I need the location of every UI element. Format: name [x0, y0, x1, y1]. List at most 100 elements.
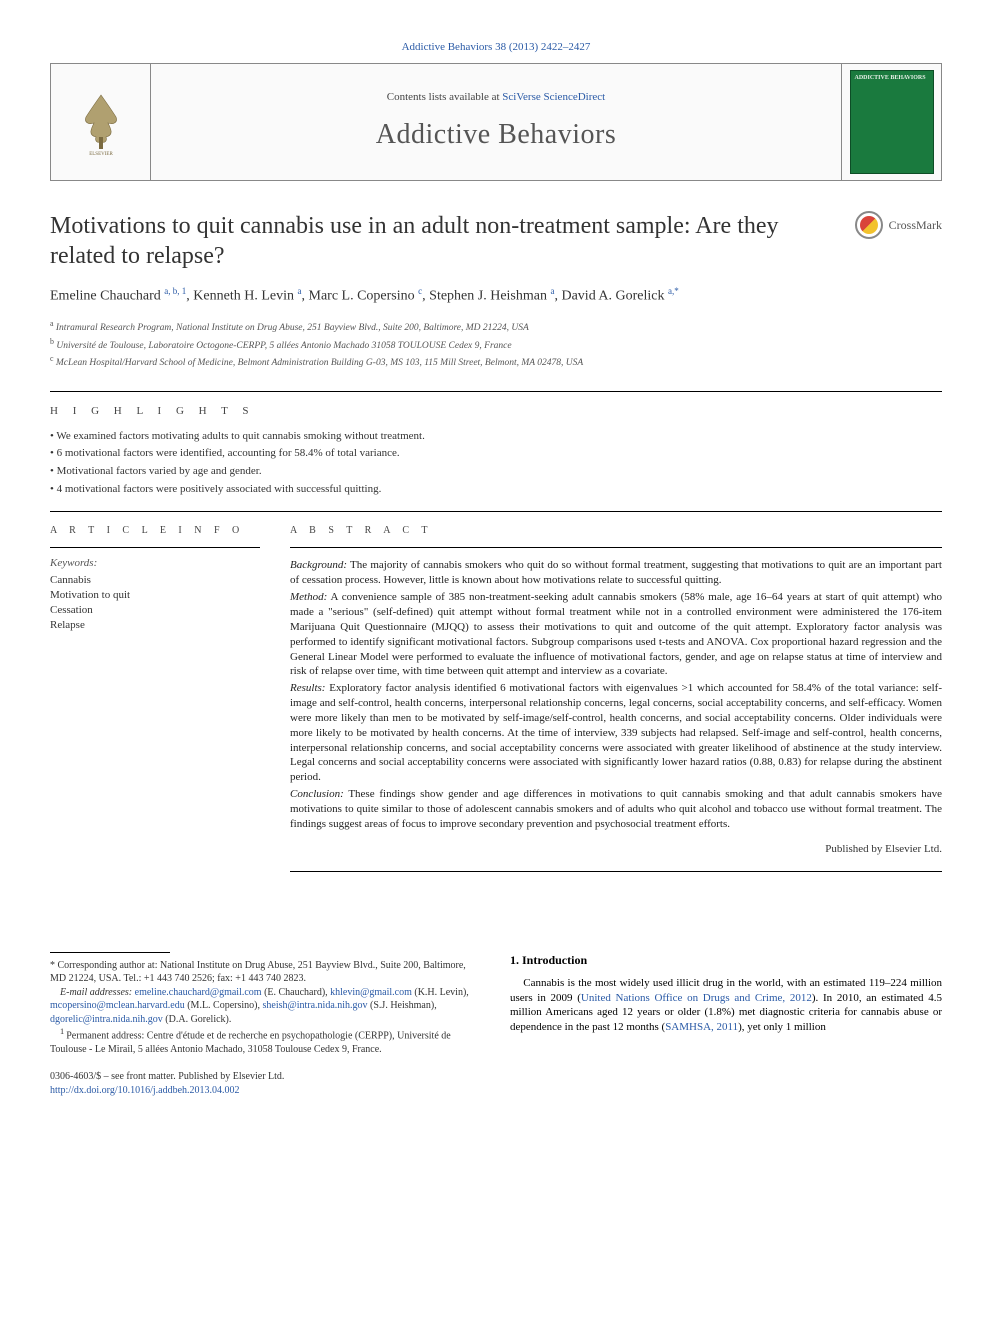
author-sup[interactable]: a, b, 1: [164, 286, 186, 296]
author: Stephen J. Heishman: [429, 289, 547, 304]
keyword: Cessation: [50, 603, 260, 618]
header-center: Contents lists available at SciVerse Sci…: [151, 64, 841, 180]
intro-ref-link[interactable]: SAMHSA, 2011: [665, 1021, 738, 1033]
email-link[interactable]: dgorelic@intra.nida.nih.gov: [50, 1014, 163, 1025]
email-link[interactable]: emeline.chauchard@gmail.com: [135, 987, 262, 998]
article-info-heading: A R T I C L E I N F O: [50, 524, 260, 538]
aff-text: Intramural Research Program, National In…: [56, 324, 529, 334]
journal-name: Addictive Behaviors: [376, 116, 616, 154]
email-link[interactable]: khlevin@gmail.com: [330, 987, 412, 998]
abstract-results: Results: Exploratory factor analysis ide…: [290, 681, 942, 785]
results-text: Exploratory factor analysis identified 6…: [290, 682, 942, 783]
conc-text: These findings show gender and age diffe…: [290, 788, 942, 830]
intro-ref-link[interactable]: United Nations Office on Drugs and Crime…: [581, 992, 812, 1004]
emails-line: E-mail addresses: emeline.chauchard@gmai…: [50, 986, 480, 1027]
aff-sup: b: [50, 337, 54, 346]
crossmark-label: CrossMark: [889, 217, 942, 233]
permanent-address-note: 1 Permanent address: Centre d'étude et d…: [50, 1026, 480, 1056]
doi-link[interactable]: http://dx.doi.org/10.1016/j.addbeh.2013.…: [50, 1085, 240, 1096]
aff-sup: c: [50, 354, 54, 363]
email-who: (M.L. Copersino),: [187, 1000, 260, 1011]
corr-text: Corresponding author at: National Instit…: [50, 960, 466, 985]
svg-text:ELSEVIER: ELSEVIER: [89, 152, 113, 157]
page: Addictive Behaviors 38 (2013) 2422–2427 …: [0, 0, 992, 1137]
intro-post: ), yet only 1 million: [738, 1021, 826, 1033]
author-sup[interactable]: a: [550, 286, 554, 296]
article-title: Motivations to quit cannabis use in an a…: [50, 211, 855, 271]
affiliations: a Intramural Research Program, National …: [50, 318, 942, 370]
highlight-item: 6 motivational factors were identified, …: [50, 446, 942, 461]
rule: [290, 547, 942, 548]
abstract-background: Background: The majority of cannabis smo…: [290, 558, 942, 588]
highlight-item: 4 motivational factors were positively a…: [50, 482, 942, 497]
crossmark-icon: [855, 211, 883, 239]
keyword: Motivation to quit: [50, 588, 260, 603]
affiliation-item: c McLean Hospital/Harvard School of Medi…: [50, 353, 942, 370]
method-text: A convenience sample of 385 non-treatmen…: [290, 591, 942, 677]
footnote-rule: [50, 952, 170, 953]
email-who: (D.A. Gorelick).: [165, 1014, 231, 1025]
highlights-list: We examined factors motivating adults to…: [50, 429, 942, 497]
footer-area: * Corresponding author at: National Inst…: [50, 952, 942, 1098]
elsevier-tree-logo: ELSEVIER: [66, 87, 136, 157]
rule: [290, 871, 942, 872]
abstract-heading: A B S T R A C T: [290, 524, 942, 538]
keyword: Cannabis: [50, 573, 260, 588]
intro-body: Cannabis is the most widely used illicit…: [510, 976, 942, 1035]
bg-text: The majority of cannabis smokers who qui…: [290, 559, 942, 586]
aff-text: McLean Hospital/Harvard School of Medici…: [56, 358, 583, 368]
corresponding-note: * Corresponding author at: National Inst…: [50, 959, 480, 986]
rule: [50, 511, 942, 512]
conc-label: Conclusion:: [290, 788, 344, 800]
highlight-item: Motivational factors varied by age and g…: [50, 464, 942, 479]
email-link[interactable]: sheish@intra.nida.nih.gov: [263, 1000, 368, 1011]
author-sup[interactable]: c: [418, 286, 422, 296]
journal-cover-thumb[interactable]: ADDICTIVE BEHAVIORS: [850, 70, 934, 174]
email-label: E-mail addresses:: [60, 987, 135, 998]
email-who: (S.J. Heishman),: [370, 1000, 437, 1011]
footnotes-col: * Corresponding author at: National Inst…: [50, 952, 480, 1098]
intro-col: 1. Introduction Cannabis is the most wid…: [510, 952, 942, 1098]
author: David A. Gorelick: [561, 289, 664, 304]
abstract-method: Method: A convenience sample of 385 non-…: [290, 590, 942, 679]
abstract-body: Background: The majority of cannabis smo…: [290, 558, 942, 831]
email-link[interactable]: mcopersino@mclean.harvard.edu: [50, 1000, 185, 1011]
cover-title: ADDICTIVE BEHAVIORS: [855, 75, 929, 82]
rule: [50, 547, 260, 548]
title-row: Motivations to quit cannabis use in an a…: [50, 211, 942, 271]
author-sup[interactable]: a,*: [668, 286, 679, 296]
article-info-col: A R T I C L E I N F O Keywords: Cannabis…: [50, 524, 260, 633]
keyword: Relapse: [50, 618, 260, 633]
bg-label: Background:: [290, 559, 347, 571]
affiliation-item: b Université de Toulouse, Laboratoire Oc…: [50, 336, 942, 353]
highlights-heading: H I G H L I G H T S: [50, 404, 942, 419]
rule: [50, 391, 942, 392]
abstract-col: A B S T R A C T Background: The majority…: [290, 524, 942, 872]
citation-line: Addictive Behaviors 38 (2013) 2422–2427: [50, 40, 942, 55]
sciencedirect-link[interactable]: SciVerse ScienceDirect: [502, 91, 605, 103]
publisher-logo-cell: ELSEVIER: [51, 64, 151, 180]
author-sup[interactable]: a: [298, 286, 302, 296]
journal-header: ELSEVIER Contents lists available at Sci…: [50, 63, 942, 181]
affiliation-item: a Intramural Research Program, National …: [50, 318, 942, 335]
citation-text[interactable]: Addictive Behaviors 38 (2013) 2422–2427: [402, 41, 591, 53]
cover-cell: ADDICTIVE BEHAVIORS: [841, 64, 941, 180]
aff-text: Université de Toulouse, Laboratoire Octo…: [56, 341, 511, 351]
contents-line: Contents lists available at SciVerse Sci…: [387, 90, 605, 105]
perm-text: Permanent address: Centre d'étude et de …: [50, 1030, 451, 1055]
crossmark-widget[interactable]: CrossMark: [855, 211, 942, 239]
copyright-block: 0306-4603/$ – see front matter. Publishe…: [50, 1070, 480, 1097]
corr-star: *: [50, 960, 58, 971]
contents-prefix: Contents lists available at: [387, 91, 502, 103]
copyright-line: 0306-4603/$ – see front matter. Publishe…: [50, 1070, 480, 1084]
method-label: Method:: [290, 591, 327, 603]
authors-line: Emeline Chauchard a, b, 1, Kenneth H. Le…: [50, 285, 942, 307]
results-label: Results:: [290, 682, 325, 694]
author: Marc L. Copersino: [309, 289, 415, 304]
email-who: (K.H. Levin),: [414, 987, 468, 998]
info-abstract-row: A R T I C L E I N F O Keywords: Cannabis…: [50, 524, 942, 872]
highlight-item: We examined factors motivating adults to…: [50, 429, 942, 444]
abstract-conclusion: Conclusion: These findings show gender a…: [290, 787, 942, 832]
intro-heading: 1. Introduction: [510, 952, 942, 968]
keywords-label: Keywords:: [50, 556, 260, 571]
